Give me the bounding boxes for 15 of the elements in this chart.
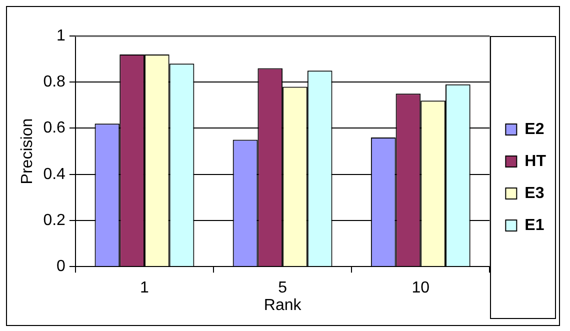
x-axis-title: Rank — [264, 296, 302, 314]
y-tick-label: 0.6 — [43, 120, 66, 137]
y-tick-label: 0 — [56, 258, 66, 276]
legend-label: E2 — [524, 120, 544, 138]
y-tick-label: 1 — [56, 27, 66, 44]
legend-label: E1 — [524, 216, 544, 234]
y-axis-title: Precision — [19, 118, 36, 184]
x-tick-label: 10 — [412, 280, 430, 297]
legend-label: E3 — [524, 184, 544, 202]
x-tick-label: 5 — [278, 280, 288, 297]
y-tick-label: 0.8 — [43, 74, 66, 91]
x-tick-label: 1 — [140, 280, 150, 297]
y-tick-label: 0.4 — [43, 166, 66, 183]
legend-label: HT — [524, 152, 546, 170]
y-tick-label: 0.2 — [43, 212, 66, 229]
